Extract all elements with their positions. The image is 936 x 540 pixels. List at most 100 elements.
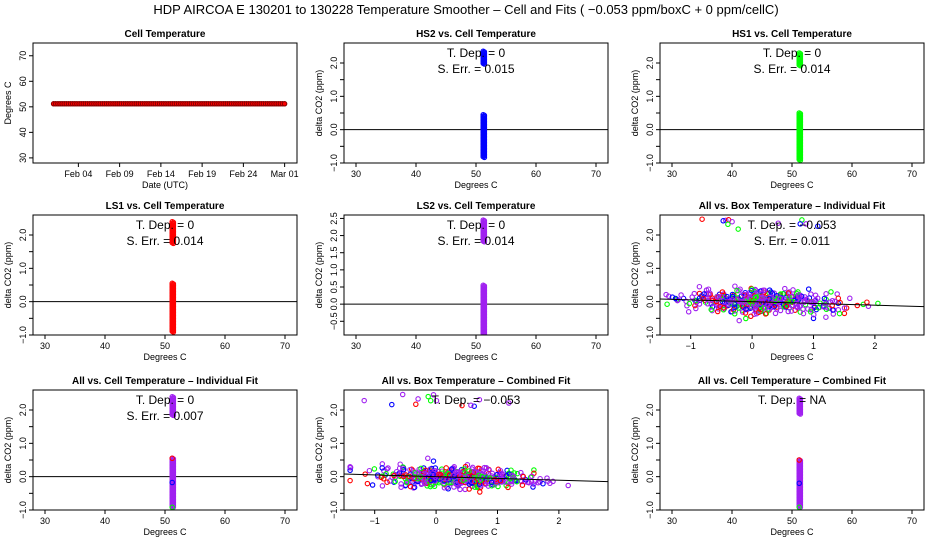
data-point: [481, 464, 488, 471]
data-point: [468, 478, 475, 484]
plot-area: [344, 48, 608, 161]
panel-cell-temp: Cell Temperature Feb 04 Feb 09 Feb 14 Feb 19…: [3, 29, 299, 190]
data-point: [834, 291, 840, 297]
data-point: [430, 392, 437, 398]
data-point: [714, 308, 721, 315]
plot-frame: [343, 214, 609, 336]
y-tick-label: −1.0: [645, 326, 655, 344]
data-point: [477, 489, 483, 495]
data-point: [743, 306, 749, 312]
fit-annotation: S. Err. = 0.014: [753, 62, 830, 76]
data-point: [476, 472, 482, 478]
data-point: [383, 471, 389, 477]
data-point: [803, 221, 809, 227]
data-point: [731, 301, 738, 307]
data-point: [448, 466, 455, 472]
data-point: [797, 411, 804, 417]
plot-frame: [659, 42, 925, 164]
y-tick-label: 1.0: [18, 437, 28, 450]
y-tick-label: 0.5: [329, 281, 339, 294]
data-point: [821, 304, 827, 310]
data-point: [506, 400, 512, 406]
data-point: [170, 329, 177, 335]
x-axis-label: Date (UTC): [142, 180, 188, 190]
x-tick-label: 70: [907, 516, 917, 526]
data-point: [807, 299, 813, 305]
data-point: [753, 303, 759, 310]
x-tick-label: 60: [847, 169, 857, 179]
data-point: [837, 299, 843, 306]
y-tick-label: 1.0: [645, 262, 655, 275]
y-tick-label: −1.0: [18, 501, 28, 519]
data-point: [725, 221, 731, 228]
data-point: [565, 482, 571, 489]
data-point: [425, 469, 431, 475]
data-point: [841, 310, 848, 317]
data-point: [729, 293, 736, 300]
y-tick-label: 0.0: [645, 295, 655, 308]
plot-area: [660, 216, 924, 324]
data-point: [385, 465, 391, 471]
data-point: [514, 478, 520, 485]
x-tick-label: 30: [667, 169, 677, 179]
x-tick-label: 40: [100, 516, 110, 526]
data-point: [425, 393, 431, 400]
y-axis-label: delta CO2 (ppm): [314, 242, 324, 309]
plot-frame: [659, 214, 925, 336]
panel-title: All vs. Cell Temperature – Individual Fi…: [72, 376, 259, 387]
data-point: [169, 455, 175, 462]
data-point: [796, 294, 803, 300]
x-tick-label: 70: [280, 516, 290, 526]
data-point: [703, 290, 710, 297]
data-point: [835, 295, 842, 302]
data-point: [808, 307, 814, 313]
data-point: [451, 473, 457, 480]
x-tick-label: Mar 01: [271, 169, 299, 179]
data-point: [708, 306, 714, 313]
data-point: [775, 220, 781, 226]
y-axis-label: delta CO2 (ppm): [314, 417, 324, 484]
x-tick-label: 50: [787, 169, 797, 179]
data-point: [485, 483, 492, 489]
x-tick-label: 50: [471, 341, 481, 351]
fit-annotation: S. Err. = 0.014: [437, 234, 514, 248]
data-point: [347, 477, 353, 484]
fit-annotation: S. Err. = 0.011: [754, 234, 830, 248]
data-point: [785, 308, 791, 315]
data-point: [847, 295, 853, 302]
data-point: [366, 467, 373, 474]
x-tick-label: 40: [727, 516, 737, 526]
data-point: [430, 458, 437, 464]
y-axis-label: delta CO2 (ppm): [3, 242, 13, 309]
data-point: [471, 479, 478, 485]
data-point: [463, 477, 469, 484]
fit-annotation: T. Dep. = NA: [758, 393, 826, 407]
data-point: [788, 308, 795, 314]
x-tick-label: 60: [531, 169, 541, 179]
data-point: [396, 465, 403, 471]
data-point: [459, 402, 465, 409]
x-tick-label: 60: [220, 341, 230, 351]
data-point: [743, 315, 749, 322]
data-point: [380, 476, 387, 482]
x-tick-label: Feb 14: [147, 169, 175, 179]
fit-annotation: S. Err. = 0.007: [126, 409, 203, 423]
panel-all-box-combined: All vs. Box Temperature – Combined Fit −1…: [314, 376, 609, 537]
fit-annotation: T. Dep. = 0: [763, 46, 822, 60]
data-point: [815, 223, 821, 229]
y-tick-label: −1.0: [329, 501, 339, 519]
data-point: [537, 475, 543, 482]
data-point: [699, 216, 705, 222]
data-point: [783, 301, 789, 307]
data-point: [685, 309, 692, 315]
y-tick-label: 2.0: [329, 404, 339, 417]
panel-title: Cell Temperature: [125, 29, 206, 40]
data-point: [371, 466, 378, 472]
data-point: [785, 290, 792, 296]
fit-annotation: S. Err. = 0.015: [437, 62, 514, 76]
data-point: [700, 295, 706, 302]
x-tick-label: 70: [907, 169, 917, 179]
plot-area: [344, 391, 608, 495]
data-point: [772, 310, 779, 317]
data-point: [508, 481, 515, 487]
